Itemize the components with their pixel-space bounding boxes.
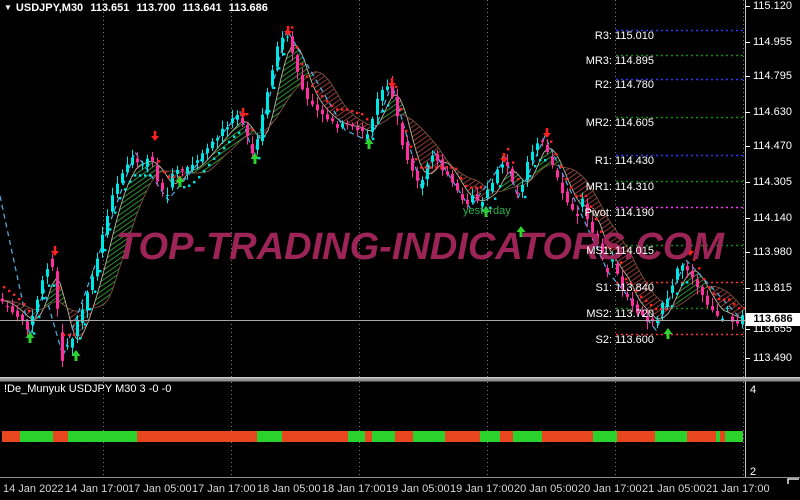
time-tick-label: 17 Jan 17:00 <box>192 483 256 495</box>
sell-arrow-icon <box>284 26 292 36</box>
close-value: 113.686 <box>228 2 268 14</box>
sell-arrow-icon <box>500 153 508 163</box>
buy-arrow-icon <box>250 153 260 164</box>
pivot-label: MR1: 114.310 <box>585 181 654 193</box>
time-tick-label: 14 Jan 2022 <box>3 483 64 495</box>
price-tick-label: 114.955 <box>753 36 792 48</box>
time-tick-label: 19 Jan 17:00 <box>450 483 514 495</box>
time-tick-label: 21 Jan 05:00 <box>642 483 706 495</box>
symbol-period-label: USDJPY,M30 <box>15 2 84 14</box>
ohlc-readout[interactable]: ▼ USDJPY,M30 113.651 113.700 113.641 113.686 <box>4 2 275 14</box>
chevron-down-icon[interactable]: ▼ <box>4 3 12 12</box>
buy-arrow-icon <box>175 176 185 187</box>
price-tick-label: 113.490 <box>753 352 792 364</box>
time-tick-label: 20 Jan 17:00 <box>578 483 642 495</box>
ma-ribbon <box>712 286 744 319</box>
sell-arrow-icon <box>51 246 59 256</box>
sell-arrow-icon <box>239 108 247 118</box>
buy-arrow-icon <box>25 332 35 343</box>
time-tick-label: 14 Jan 17:00 <box>65 483 129 495</box>
sell-arrow-icon <box>543 128 551 138</box>
pivot-label: MR3: 114.895 <box>585 55 654 67</box>
ma-ribbon <box>564 167 676 319</box>
pivot-label: MS2: 113.720 <box>586 308 654 320</box>
indicator-subwindow-label: !De_Munyuk USDJPY M30 3 -0 -0 <box>4 383 172 395</box>
sell-arrow-icon <box>151 131 159 141</box>
price-tick-label: 113.980 <box>753 246 792 258</box>
price-tick-label: 113.655 <box>753 323 792 335</box>
price-tick-label: 114.630 <box>753 106 792 118</box>
sell-arrow-icon <box>686 246 694 256</box>
buy-arrow-icon <box>364 138 374 149</box>
time-tick-label: 21 Jan 17:00 <box>706 483 770 495</box>
axis-corner-mark <box>787 478 799 484</box>
ma-ribbon <box>192 121 260 174</box>
price-tick-label: 115.120 <box>753 0 792 12</box>
current-price-box: 113.686 <box>746 313 800 326</box>
trailing-dots <box>3 26 746 340</box>
pivot-label: S2: 113.600 <box>595 334 654 346</box>
pivot-label: MR2: 114.605 <box>585 117 654 129</box>
price-tick-label: 114.305 <box>753 176 792 188</box>
buy-arrow-icon <box>663 328 673 339</box>
yesterday-period-label: yesterday <box>463 205 511 217</box>
watermark-text: TOP-TRADING-INDICATORS.COM <box>116 226 724 268</box>
time-tick-label: 19 Jan 05:00 <box>386 483 450 495</box>
time-tick-label: 18 Jan 17:00 <box>322 483 386 495</box>
pivot-label: R1: 114.430 <box>594 155 654 167</box>
pivot-label: Pivot: 114.190 <box>584 207 654 219</box>
price-tick-label: 114.140 <box>753 212 792 224</box>
buy-arrow-icon <box>516 226 526 237</box>
time-tick-label: 20 Jan 05:00 <box>514 483 578 495</box>
pivot-label: R3: 115.010 <box>594 30 654 42</box>
high-value: 113.700 <box>136 2 176 14</box>
price-tick-label: 113.815 <box>753 282 792 294</box>
low-value: 113.641 <box>182 2 222 14</box>
price-tick-label: 114.470 <box>753 140 792 152</box>
ma-ribbon <box>500 148 564 192</box>
price-tick-label: 114.795 <box>753 70 792 82</box>
sell-arrow-icon <box>388 78 396 88</box>
pivot-label: MS1: 114.015 <box>586 245 654 257</box>
subwindow-scale-bottom: 2 <box>750 466 757 478</box>
candles <box>1 28 744 367</box>
buy-arrow-icon <box>71 350 81 361</box>
signal-histogram <box>2 431 743 442</box>
ma-ribbon <box>312 71 380 131</box>
time-tick-label: 18 Jan 05:00 <box>257 483 321 495</box>
window-separator[interactable] <box>0 378 800 382</box>
open-value: 113.651 <box>90 2 130 14</box>
time-tick-label: 17 Jan 05:00 <box>128 483 192 495</box>
window-separator[interactable] <box>0 377 800 379</box>
ma-ribbon <box>408 117 500 201</box>
pivot-label: S1: 113.840 <box>595 282 654 294</box>
subwindow-scale-top: 4 <box>750 384 757 396</box>
ma-ribbon <box>4 300 44 320</box>
pivot-label: R2: 114.780 <box>594 79 654 91</box>
buy-arrow-icon <box>481 206 491 217</box>
ma-ribbon <box>380 94 408 125</box>
